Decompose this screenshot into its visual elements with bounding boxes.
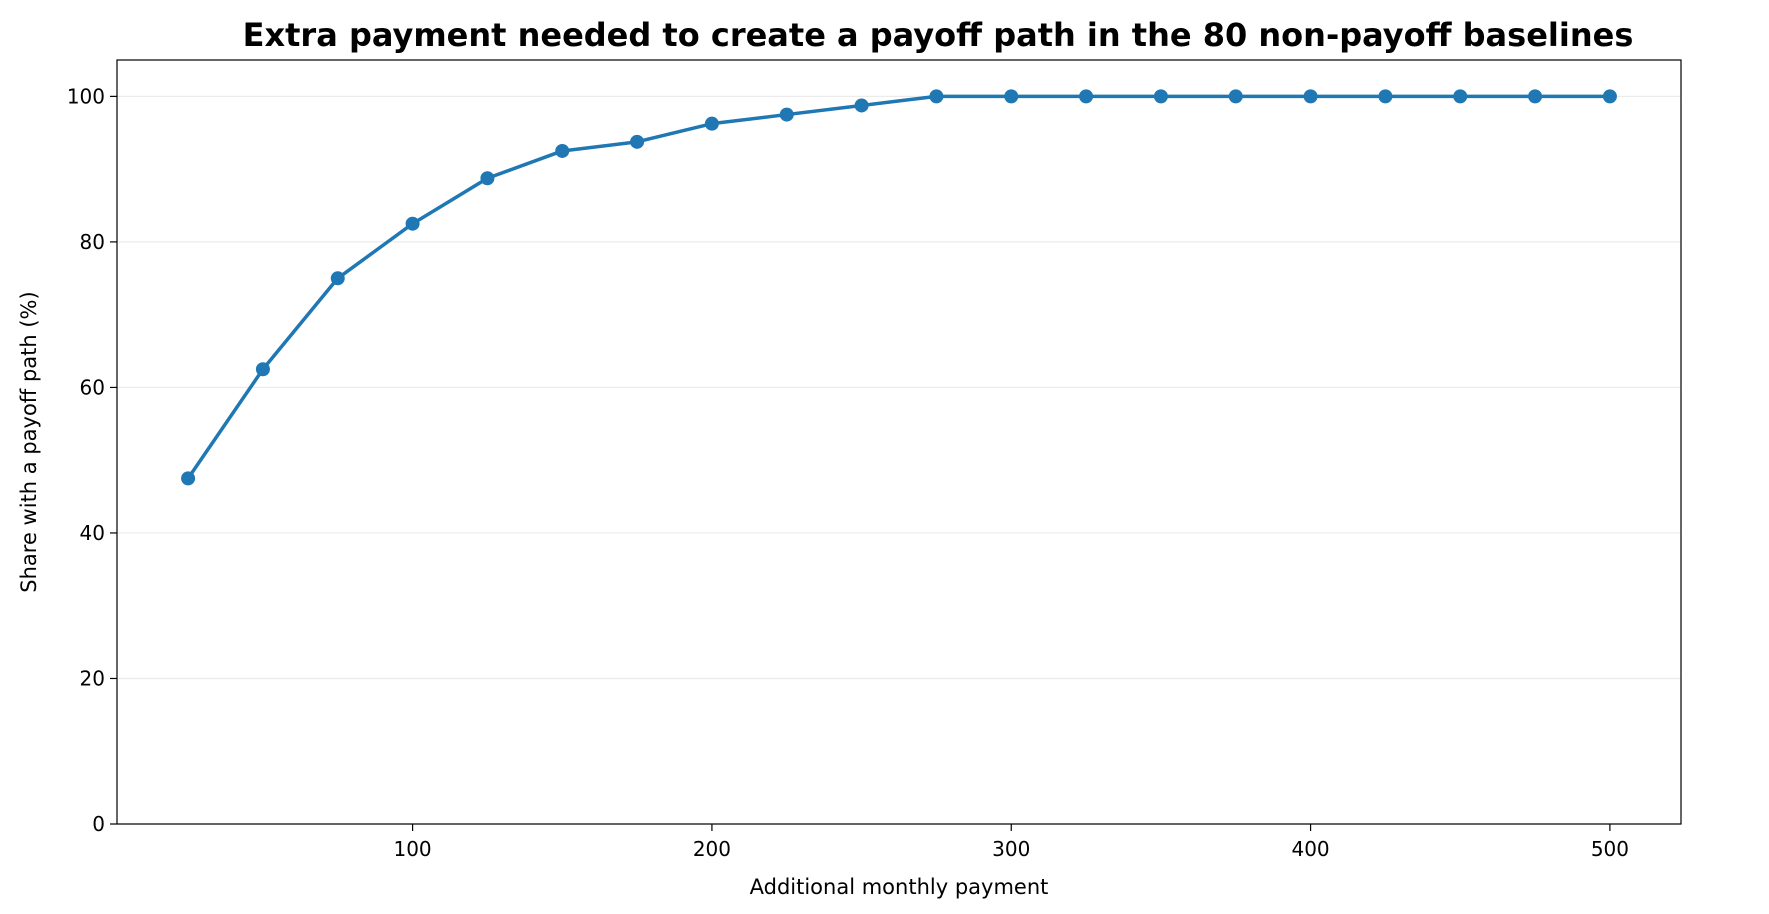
y-tick-label: 100 [67, 84, 105, 108]
point [854, 98, 869, 113]
point [255, 362, 270, 377]
series-line [186, 94, 1610, 480]
point [1079, 89, 1094, 104]
y-tick-label: 80 [80, 230, 105, 254]
x-tick-label: 200 [693, 837, 731, 861]
point [1602, 89, 1617, 104]
point [630, 134, 645, 149]
y-tick-label: 20 [80, 666, 105, 690]
point [555, 143, 570, 158]
point [405, 216, 420, 231]
y-tick-label: 40 [80, 521, 105, 545]
x-axis-label: Additional monthly payment [750, 875, 1049, 899]
point [1528, 89, 1543, 104]
plot-frame [116, 59, 1682, 825]
point [1453, 89, 1468, 104]
point [779, 107, 794, 122]
point [1153, 89, 1168, 104]
point [1378, 89, 1393, 104]
point [929, 89, 944, 104]
y-tick-label: 60 [80, 375, 105, 399]
y-tick-label: 0 [92, 812, 105, 836]
x-tick-label: 100 [393, 837, 431, 861]
point [1303, 89, 1318, 104]
point [704, 116, 719, 131]
x-tick-label: 500 [1591, 837, 1629, 861]
point [1004, 89, 1019, 104]
point [1228, 89, 1243, 104]
x-tick-label: 400 [1291, 837, 1329, 861]
point [330, 271, 345, 286]
point [480, 171, 495, 186]
point [181, 471, 196, 486]
y-axis-label: Share with a payoff path (%) [17, 291, 41, 592]
x-tick-label: 300 [992, 837, 1030, 861]
chart-title: Extra payment needed to create a payoff … [243, 16, 1634, 54]
